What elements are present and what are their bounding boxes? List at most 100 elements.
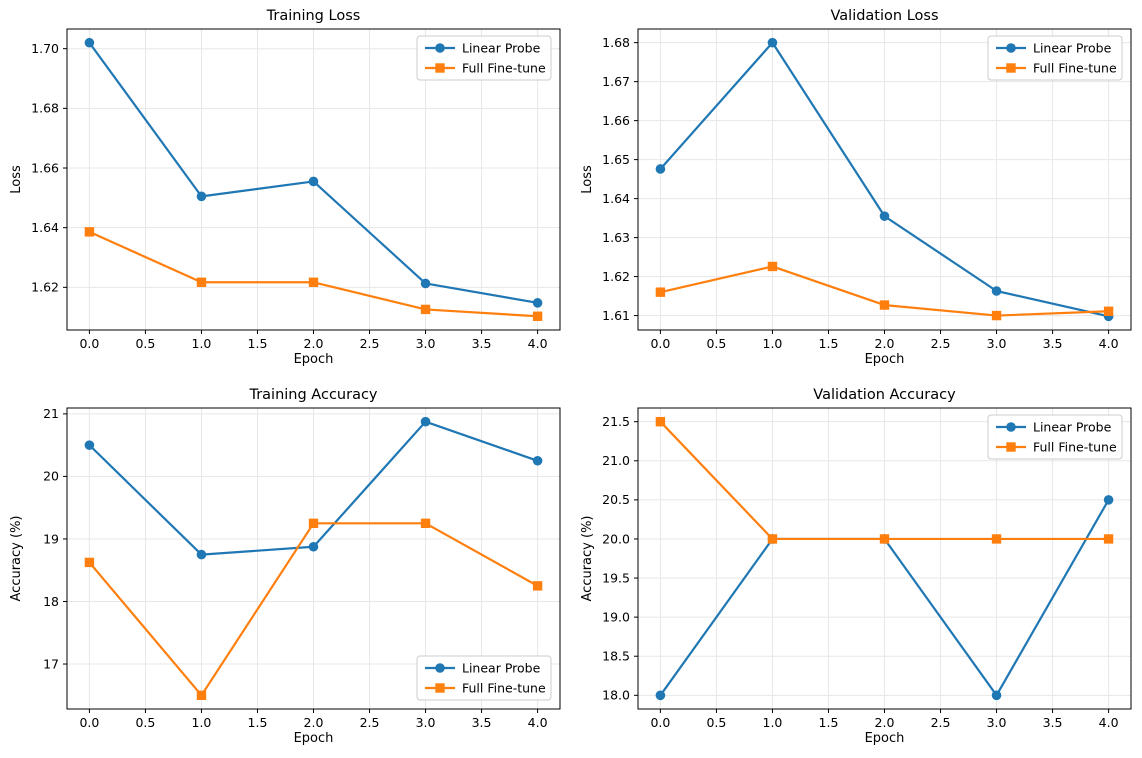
legend-label: Full Fine-tune <box>462 60 546 75</box>
x-tick-label: 1.0 <box>763 336 783 351</box>
y-tick-label: 1.61 <box>602 308 630 323</box>
y-axis-ticks: 1.62 1.64 1.66 1.68 1.70 <box>31 41 67 295</box>
x-tick-label: 1.5 <box>248 336 268 351</box>
subplot-validation-loss: 0.0 0.5 1.0 1.5 2.0 2.5 3.0 3.5 4.0 1.61 1.62 1.63 1… <box>571 0 1142 379</box>
data-point-marker <box>767 261 778 272</box>
chart-title: Validation Loss <box>830 8 938 24</box>
y-tick-label: 19.0 <box>602 609 630 624</box>
legend-entry-full-fine-tune: Full Fine-tune <box>996 439 1117 454</box>
data-point-marker <box>532 311 543 321</box>
x-axis-ticks: 0.0 0.5 1.0 1.5 2.0 2.5 3.0 3.5 4.0 <box>79 709 548 730</box>
chart-title: Training Loss <box>266 8 361 24</box>
legend: Linear Probe Full Fine-tune <box>416 655 552 701</box>
legend-label: Full Fine-tune <box>1033 439 1117 454</box>
data-point-marker <box>196 191 207 202</box>
legend-label: Full Fine-tune <box>1033 60 1117 75</box>
y-tick-label: 17 <box>43 656 59 671</box>
data-point-marker <box>420 278 431 289</box>
data-point-marker <box>655 416 666 427</box>
series-linear-probe <box>84 37 543 308</box>
series-full-fine-tune <box>655 261 1114 321</box>
x-tick-label: 2.5 <box>360 715 380 730</box>
series-full-fine-tune <box>655 416 1114 544</box>
legend-marker <box>435 663 445 673</box>
x-tick-label: 2.0 <box>875 336 895 351</box>
data-point-marker <box>196 549 207 560</box>
data-point-marker <box>196 277 207 287</box>
x-tick-label: 1.0 <box>763 715 783 730</box>
x-tick-label: 3.0 <box>987 715 1007 730</box>
data-point-marker <box>879 534 890 544</box>
series-linear-probe <box>84 416 543 560</box>
data-point-marker <box>196 690 207 701</box>
data-point-marker <box>84 227 95 237</box>
data-point-marker <box>879 211 890 221</box>
x-tick-label: 1.5 <box>819 715 839 730</box>
y-tick-label: 18.0 <box>602 688 630 703</box>
subplot-validation-accuracy: 0.0 0.5 1.0 1.5 2.0 2.5 3.0 3.5 4.0 18.0 18.5 19.0 1… <box>571 379 1142 758</box>
data-point-marker <box>420 304 431 315</box>
data-point-marker <box>991 286 1002 296</box>
y-axis-ticks: 1.61 1.62 1.63 1.64 1.65 1.66 1.67 1.68 <box>602 35 638 323</box>
y-axis-ticks: 18.0 18.5 19.0 19.5 20.0 20.5 21.0 21.5 <box>602 414 638 703</box>
y-tick-label: 1.67 <box>602 74 630 89</box>
data-point-marker <box>1103 495 1114 505</box>
legend-marker <box>1006 43 1016 53</box>
legend-entry-linear-probe: Linear Probe <box>425 660 541 675</box>
y-tick-label: 1.68 <box>602 35 630 50</box>
legend: Linear Probe Full Fine-tune <box>987 35 1123 81</box>
legend-entry-full-fine-tune: Full Fine-tune <box>425 680 546 695</box>
data-point-marker <box>420 518 431 529</box>
x-tick-label: 1.5 <box>248 715 268 730</box>
legend-entry-full-fine-tune: Full Fine-tune <box>425 60 546 75</box>
legend-label: Linear Probe <box>1033 419 1112 434</box>
validation-loss-chart: 0.0 0.5 1.0 1.5 2.0 2.5 3.0 3.5 4.01.611.621.631… <box>580 8 1132 367</box>
x-tick-label: 4.0 <box>528 715 548 730</box>
x-tick-label: 0.0 <box>650 336 670 351</box>
y-tick-label: 21.0 <box>602 453 630 468</box>
y-tick-label: 1.64 <box>602 191 630 206</box>
x-tick-label: 2.0 <box>304 715 324 730</box>
chart-title: Training Accuracy <box>248 387 377 403</box>
y-tick-label: 1.66 <box>31 160 59 175</box>
y-axis-label: Accuracy (%) <box>580 516 595 602</box>
legend-marker <box>1006 422 1016 432</box>
y-axis-label: Loss <box>9 165 24 194</box>
legend-entry-linear-probe: Linear Probe <box>425 40 541 55</box>
legend-entry-linear-probe: Linear Probe <box>996 40 1112 55</box>
data-point-marker <box>84 557 95 568</box>
x-tick-label: 0.5 <box>706 715 726 730</box>
x-tick-label: 0.5 <box>706 336 726 351</box>
legend-entry-linear-probe: Linear Probe <box>996 419 1112 434</box>
x-tick-label: 3.5 <box>1043 715 1063 730</box>
legend-marker <box>435 683 445 693</box>
chart-title: Validation Accuracy <box>813 387 956 403</box>
data-point-marker <box>308 541 319 552</box>
data-point-marker <box>532 455 543 466</box>
x-tick-label: 2.5 <box>931 715 951 730</box>
x-tick-label: 2.5 <box>360 336 380 351</box>
legend: Linear Probe Full Fine-tune <box>416 35 552 81</box>
y-tick-label: 21 <box>43 406 59 421</box>
y-tick-label: 1.70 <box>31 41 59 56</box>
plot-frame <box>66 407 561 710</box>
data-point-marker <box>879 300 890 310</box>
y-axis-ticks: 17 18 19 20 21 <box>43 406 67 671</box>
y-tick-label: 20.0 <box>602 531 630 546</box>
y-tick-label: 19.5 <box>602 570 630 585</box>
training-accuracy-chart: 0.0 0.5 1.0 1.5 2.0 2.5 3.0 3.5 4.0 17 18 19 20 21 Tra… <box>9 387 561 746</box>
plot-frame <box>637 407 1132 710</box>
x-axis-ticks: 0.0 0.5 1.0 1.5 2.0 2.5 3.0 3.5 4.0 <box>79 330 548 351</box>
y-axis-label: Loss <box>580 165 595 194</box>
legend-marker <box>435 43 445 53</box>
data-point-marker <box>767 37 778 48</box>
x-axis-label: Epoch <box>294 352 334 367</box>
y-tick-label: 1.66 <box>602 113 630 128</box>
x-tick-label: 3.0 <box>987 336 1007 351</box>
x-tick-label: 3.0 <box>416 336 436 351</box>
y-tick-label: 1.65 <box>602 152 630 167</box>
data-point-marker <box>1103 306 1114 316</box>
data-point-marker <box>1103 534 1114 544</box>
legend-marker <box>1006 63 1016 73</box>
